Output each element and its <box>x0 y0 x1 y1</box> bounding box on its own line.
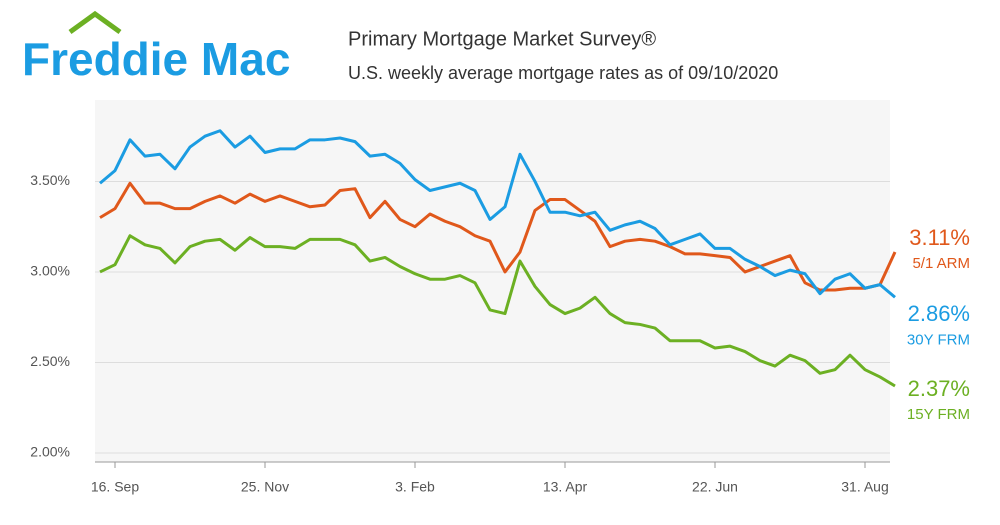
end-value-label: 3.11% <box>909 225 970 250</box>
plot-area <box>95 100 890 462</box>
y-tick-label: 3.00% <box>30 263 70 279</box>
logo-roof <box>68 10 122 35</box>
line <box>99 181 897 292</box>
chart-subtitle: U.S. weekly average mortgage rates as of… <box>348 63 778 83</box>
x-tick-label: 3. Feb <box>395 479 435 495</box>
chart-title: Primary Mortgage Market Survey® <box>348 28 656 50</box>
legend-label: 5/1 ARM <box>912 255 970 272</box>
line <box>99 234 896 388</box>
line <box>99 129 896 299</box>
end-value-label: 2.86% <box>908 301 970 326</box>
x-tick-label: 16. Sep <box>91 479 139 495</box>
legend-label: 15Y FRM <box>907 406 970 423</box>
x-tick-label: 31. Aug <box>841 479 889 495</box>
x-tick-label: 22. Jun <box>692 479 738 495</box>
y-tick-label: 3.50% <box>30 172 70 188</box>
x-tick-label: 13. Apr <box>543 479 588 495</box>
x-tick-label: 25. Nov <box>241 479 289 495</box>
logo: Freddie Mac <box>22 33 290 85</box>
y-tick-label: 2.00% <box>30 444 70 460</box>
end-value-label: 2.37% <box>908 376 970 401</box>
y-tick-label: 2.50% <box>30 353 70 369</box>
legend-label: 30Y FRM <box>907 331 970 348</box>
